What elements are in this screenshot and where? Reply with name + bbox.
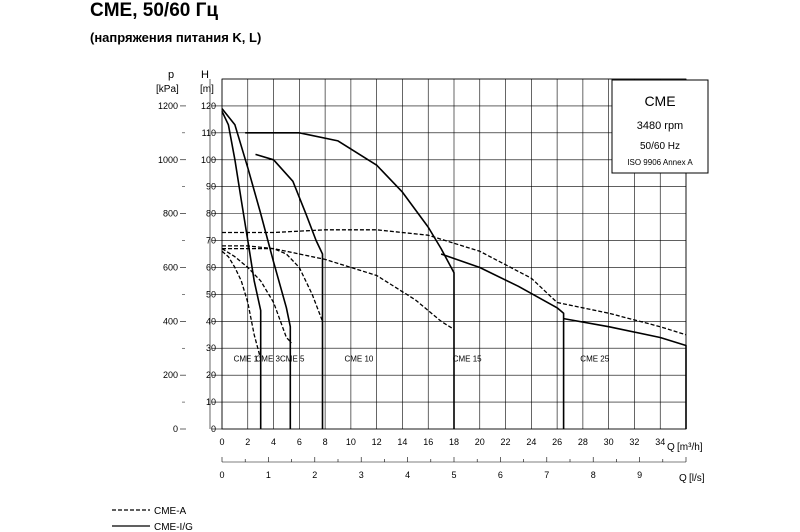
q-m3h-tick-label: 4 <box>271 437 276 447</box>
h-tick-label: 100 <box>201 155 216 165</box>
info-box-speed: 3480 rpm <box>637 120 683 132</box>
q-m3h-axis-unit: [m³/h] <box>677 442 703 453</box>
q-ls-tick-label: 4 <box>405 470 410 480</box>
info-box-frequency: 50/60 Hz <box>640 141 680 152</box>
q-ls-axis-unit: [l/s] <box>689 473 705 484</box>
q-m3h-tick-label: 24 <box>526 437 536 447</box>
region-label: CME 1 <box>234 355 259 364</box>
q-ls-tick-label: 2 <box>312 470 317 480</box>
q-m3h-axis-label: Q <box>667 442 675 453</box>
curve-cme-a-cme-15 <box>222 229 558 303</box>
h-tick-label: 110 <box>202 128 216 138</box>
curve-cme-i-g-cme-15 <box>440 253 565 429</box>
q-ls-tick-label: 8 <box>591 470 596 480</box>
h-tick-label: 120 <box>201 101 216 111</box>
curve-cme-i-g-cme-1 <box>221 110 262 429</box>
region-label: CME 5 <box>280 355 305 364</box>
curves <box>221 108 687 429</box>
h-tick-label: 80 <box>206 209 216 219</box>
curve-cme-a-cme-3 <box>221 248 293 344</box>
p-axis-label: p <box>168 69 174 81</box>
p-axis-unit: [kPa] <box>156 84 179 95</box>
legend-label-cme-ig: CME-I/G <box>154 522 193 532</box>
q-ls-tick-label: 7 <box>544 470 549 480</box>
p-tick-label: 800 <box>163 209 178 219</box>
q-m3h-tick-label: 6 <box>297 437 302 447</box>
q-m3h-tick-label: 22 <box>501 437 511 447</box>
q-m3h-tick-label: 28 <box>578 437 588 447</box>
p-tick-label: 1200 <box>158 101 178 111</box>
h-tick-label: 30 <box>206 343 216 353</box>
info-box-title: CME <box>644 93 675 109</box>
h-tick-label: 70 <box>206 236 216 246</box>
h-tick-label: 50 <box>206 289 216 299</box>
region-label: CME 3 <box>256 355 281 364</box>
axis-ticks: 0102030405060708090100110120020040060080… <box>158 79 687 480</box>
h-tick-label: 0 <box>211 424 216 434</box>
curve-cme-i-g-cme-10 <box>245 132 455 429</box>
q-ls-axis-label: Q <box>679 473 687 484</box>
q-ls-tick-label: 0 <box>219 470 224 480</box>
info-box: CME 3480 rpm 50/60 Hz ISO 9906 Annex A <box>611 79 709 174</box>
legend-label-cme-a: CME-A <box>154 506 187 517</box>
h-tick-label: 90 <box>206 182 216 192</box>
h-axis-unit: [m] <box>200 84 214 95</box>
q-ls-tick-label: 1 <box>266 470 271 480</box>
q-m3h-tick-label: 32 <box>629 437 639 447</box>
legend: CME-A CME-I/G <box>112 506 193 532</box>
curve-cme-a-cme-1 <box>221 250 262 360</box>
h-axis-label: H <box>201 69 209 81</box>
curve-cme-i-g-cme-25 <box>563 317 687 429</box>
q-m3h-tick-label: 14 <box>397 437 407 447</box>
q-m3h-tick-label: 8 <box>323 437 328 447</box>
info-box-standard: ISO 9906 Annex A <box>627 158 693 167</box>
h-tick-label: 40 <box>206 316 216 326</box>
p-tick-label: 0 <box>173 424 178 434</box>
q-m3h-tick-label: 12 <box>372 437 382 447</box>
region-label: CME 10 <box>344 355 373 364</box>
region-label: CME 15 <box>453 355 482 364</box>
curve-cme-a-cme-25 <box>556 301 687 336</box>
curve-cme-i-g-cme-5 <box>255 153 324 429</box>
p-tick-label: 200 <box>163 370 178 380</box>
p-tick-label: 400 <box>163 316 178 326</box>
q-m3h-tick-label: 16 <box>423 437 433 447</box>
page-subtitle: (напряжения питания K, L) <box>90 30 262 45</box>
curve-cme-i-g-cme-3 <box>221 108 292 429</box>
q-m3h-tick-label: 10 <box>346 437 356 447</box>
q-ls-tick-label: 3 <box>359 470 364 480</box>
page-title: CME, 50/60 Гц <box>90 0 219 21</box>
q-m3h-tick-label: 0 <box>219 437 224 447</box>
region-label: CME 25 <box>580 355 609 364</box>
q-m3h-tick-label: 20 <box>475 437 485 447</box>
q-ls-tick-label: 9 <box>637 470 642 480</box>
p-tick-label: 600 <box>163 262 178 272</box>
q-ls-tick-label: 6 <box>498 470 503 480</box>
h-tick-label: 10 <box>206 397 216 407</box>
q-m3h-tick-label: 26 <box>552 437 562 447</box>
h-tick-label: 20 <box>206 370 216 380</box>
curve-cme-a-cme-10 <box>222 247 455 330</box>
q-m3h-tick-label: 34 <box>655 437 665 447</box>
h-tick-label: 60 <box>206 262 216 272</box>
q-m3h-tick-label: 18 <box>449 437 459 447</box>
q-m3h-tick-label: 2 <box>245 437 250 447</box>
q-m3h-tick-label: 30 <box>604 437 614 447</box>
curve-cme-a-cme-5 <box>222 245 324 322</box>
p-tick-label: 1000 <box>158 155 178 165</box>
q-ls-tick-label: 5 <box>451 470 456 480</box>
